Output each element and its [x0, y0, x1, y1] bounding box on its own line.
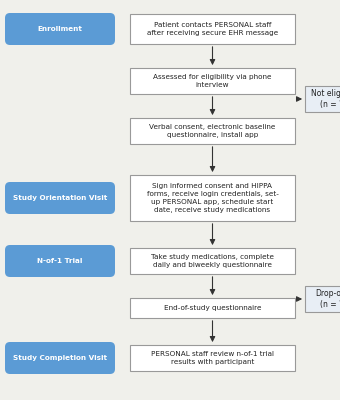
FancyBboxPatch shape	[130, 248, 295, 274]
FancyBboxPatch shape	[5, 342, 115, 374]
Text: N-of-1 Trial: N-of-1 Trial	[37, 258, 83, 264]
Text: Drop-out
(n = ?): Drop-out (n = ?)	[316, 289, 340, 310]
Text: Assessed for eligibility via phone
interview: Assessed for eligibility via phone inter…	[153, 74, 272, 88]
FancyBboxPatch shape	[130, 298, 295, 318]
Text: Enrollment: Enrollment	[37, 26, 82, 32]
FancyBboxPatch shape	[130, 68, 295, 94]
Text: Study Orientation Visit: Study Orientation Visit	[13, 195, 107, 201]
Text: Not eligible
(n = ?): Not eligible (n = ?)	[310, 89, 340, 109]
Text: PERSONAL staff review n-of-1 trial
results with participant: PERSONAL staff review n-of-1 trial resul…	[151, 351, 274, 365]
Text: Verbal consent, electronic baseline
questionnaire, install app: Verbal consent, electronic baseline ques…	[149, 124, 276, 138]
FancyBboxPatch shape	[5, 13, 115, 45]
FancyBboxPatch shape	[5, 245, 115, 277]
FancyBboxPatch shape	[130, 345, 295, 371]
Text: Study Completion Visit: Study Completion Visit	[13, 355, 107, 361]
Text: Take study medications, complete
daily and biweekly questionnaire: Take study medications, complete daily a…	[151, 254, 274, 268]
Text: End-of-study questionnaire: End-of-study questionnaire	[164, 305, 261, 311]
FancyBboxPatch shape	[130, 118, 295, 144]
FancyBboxPatch shape	[305, 86, 340, 112]
Text: Sign informed consent and HIPPA
forms, receive login credentials, set-
up PERSON: Sign informed consent and HIPPA forms, r…	[147, 183, 278, 213]
FancyBboxPatch shape	[130, 175, 295, 221]
FancyBboxPatch shape	[5, 182, 115, 214]
Text: Patient contacts PERSONAL staff
after receiving secure EHR message: Patient contacts PERSONAL staff after re…	[147, 22, 278, 36]
FancyBboxPatch shape	[305, 286, 340, 312]
FancyBboxPatch shape	[130, 14, 295, 44]
